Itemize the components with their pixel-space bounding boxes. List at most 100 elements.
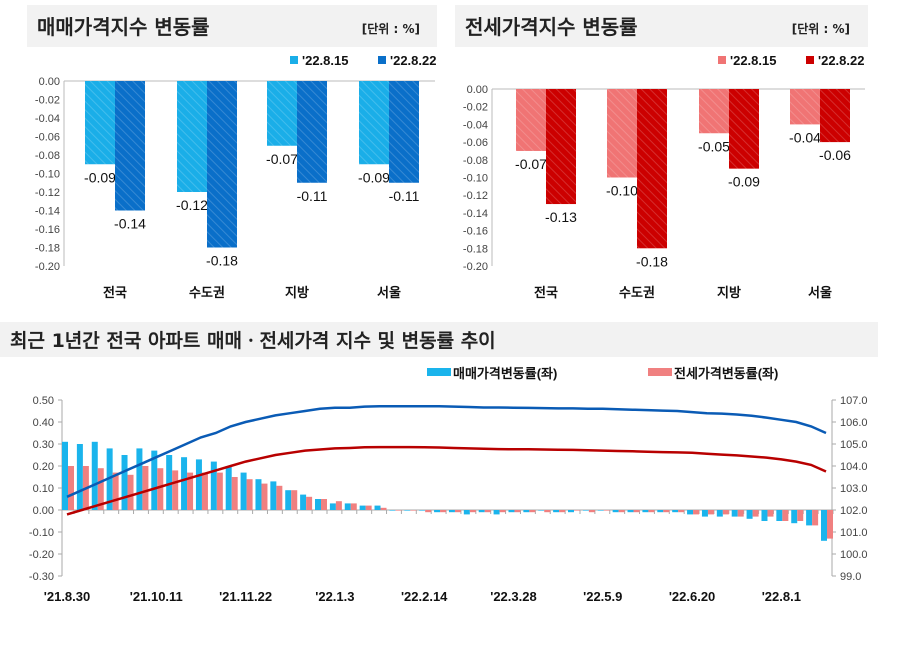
bar bbox=[722, 510, 729, 515]
y-tick-label: -0.06 bbox=[463, 137, 488, 149]
y-tick-label: -0.18 bbox=[463, 243, 488, 255]
y-tick-label: -0.06 bbox=[35, 132, 60, 144]
bar bbox=[752, 510, 759, 517]
bar-hatch bbox=[85, 81, 115, 165]
bar bbox=[553, 510, 560, 513]
data-label: -0.11 bbox=[297, 188, 328, 204]
x-tick-label: '22.6.20 bbox=[669, 589, 715, 604]
bar bbox=[797, 510, 804, 521]
data-label: -0.09 bbox=[358, 169, 390, 185]
y-tick-label: -0.08 bbox=[463, 155, 488, 167]
bar bbox=[484, 510, 491, 513]
bar-hatch bbox=[297, 81, 327, 183]
data-label: -0.13 bbox=[545, 209, 577, 225]
x-tick-label: '21.8.30 bbox=[44, 589, 90, 604]
bar-hatch bbox=[729, 89, 759, 169]
bar bbox=[716, 510, 723, 517]
bar bbox=[434, 510, 441, 513]
legend-label: '22.8.22 bbox=[390, 53, 436, 68]
left-tick-label: 0.20 bbox=[33, 461, 54, 473]
y-tick-label: -0.02 bbox=[35, 95, 60, 107]
bar bbox=[603, 510, 610, 511]
bar bbox=[365, 505, 372, 510]
bar bbox=[261, 483, 268, 510]
bar bbox=[559, 510, 566, 513]
chart3-title-bar bbox=[0, 322, 878, 357]
category-label: 서울 bbox=[377, 285, 401, 300]
left-tick-label: 0.10 bbox=[33, 483, 54, 495]
bar bbox=[737, 510, 744, 517]
bar bbox=[121, 455, 128, 510]
chart1-title: 매매가격지수 변동률 bbox=[37, 15, 210, 39]
bar bbox=[151, 450, 158, 510]
bar bbox=[210, 461, 217, 510]
bar bbox=[419, 510, 426, 511]
right-tick-label: 106.0 bbox=[840, 417, 868, 429]
bar-hatch bbox=[699, 89, 729, 134]
legend-label: 매매가격변동률(좌) bbox=[453, 366, 557, 381]
data-label: -0.06 bbox=[819, 147, 851, 163]
bar-hatch bbox=[207, 81, 237, 248]
bar-hatch bbox=[637, 89, 667, 249]
bar bbox=[678, 510, 685, 513]
bar-hatch bbox=[607, 89, 637, 178]
bar-hatch bbox=[389, 81, 419, 183]
y-tick-label: -0.10 bbox=[463, 173, 488, 185]
bar bbox=[136, 448, 143, 510]
y-tick-label: -0.12 bbox=[463, 190, 488, 202]
right-tick-label: 101.0 bbox=[840, 527, 868, 539]
bar bbox=[300, 494, 307, 510]
y-tick-label: -0.08 bbox=[35, 150, 60, 162]
right-tick-label: 107.0 bbox=[840, 395, 868, 407]
legend-label: '22.8.22 bbox=[818, 53, 864, 68]
x-tick-label: '21.11.22 bbox=[219, 589, 272, 604]
category-label: 전국 bbox=[103, 285, 127, 300]
chart2-title-bar bbox=[455, 5, 868, 47]
bar bbox=[425, 510, 432, 513]
bar bbox=[672, 510, 679, 513]
category-label: 지방 bbox=[717, 285, 741, 300]
left-tick-label: 0.40 bbox=[33, 417, 54, 429]
bar bbox=[693, 510, 700, 515]
data-label: -0.09 bbox=[728, 174, 760, 190]
bar bbox=[344, 503, 351, 510]
bar bbox=[469, 510, 476, 513]
y-tick-label: 0.00 bbox=[467, 84, 488, 96]
bar bbox=[350, 503, 357, 510]
bar-hatch bbox=[177, 81, 207, 192]
y-tick-label: -0.20 bbox=[463, 261, 488, 273]
bar bbox=[380, 507, 387, 510]
bar bbox=[597, 510, 604, 511]
bar-hatch bbox=[820, 89, 850, 143]
legend-label: '22.8.15 bbox=[730, 53, 776, 68]
chart3-title: 최근 1년간 전국 아파트 매매ㆍ전세가격 지수 및 변동률 추이 bbox=[10, 330, 496, 352]
bar bbox=[127, 474, 134, 510]
legend-swatch bbox=[427, 368, 451, 376]
bar bbox=[568, 510, 574, 513]
x-tick-label: '22.2.14 bbox=[401, 589, 448, 604]
bar bbox=[246, 479, 253, 510]
bar bbox=[701, 510, 708, 517]
category-label: 수도권 bbox=[189, 285, 225, 300]
data-label: -0.18 bbox=[636, 253, 668, 269]
bar bbox=[91, 441, 98, 510]
data-label: -0.10 bbox=[606, 183, 638, 199]
bar bbox=[821, 510, 827, 541]
legend-label: 전세가격변동률(좌) bbox=[674, 366, 778, 381]
bar bbox=[493, 510, 500, 515]
data-label: -0.11 bbox=[389, 188, 420, 204]
left-tick-label: -0.20 bbox=[29, 549, 54, 561]
bar bbox=[761, 510, 768, 521]
bar bbox=[142, 466, 149, 510]
bar bbox=[97, 468, 104, 510]
bar bbox=[76, 444, 83, 510]
y-tick-label: -0.14 bbox=[35, 206, 60, 218]
bar bbox=[181, 457, 188, 510]
bar bbox=[225, 466, 232, 510]
y-tick-label: -0.16 bbox=[463, 226, 488, 238]
y-tick-label: -0.10 bbox=[35, 169, 60, 181]
bar bbox=[463, 510, 470, 515]
data-label: -0.18 bbox=[206, 253, 238, 269]
bar bbox=[731, 510, 738, 517]
bar bbox=[806, 510, 813, 526]
